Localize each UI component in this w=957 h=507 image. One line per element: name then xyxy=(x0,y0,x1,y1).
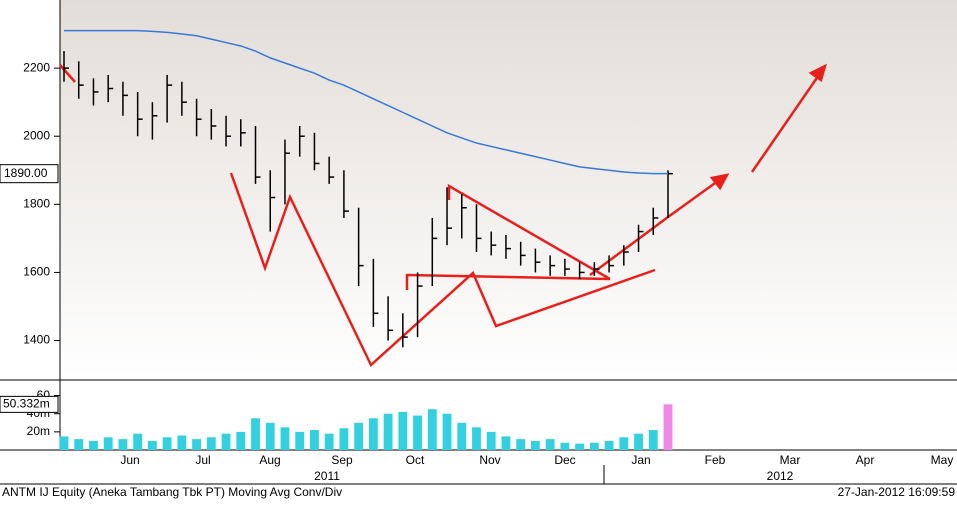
volume-bar xyxy=(324,433,334,450)
volume-bar xyxy=(383,413,393,450)
volume-bar xyxy=(295,431,305,450)
y-tick-label: 2200 xyxy=(23,60,50,74)
volume-bar xyxy=(457,422,467,450)
month-label: Oct xyxy=(406,453,425,467)
month-label: Dec xyxy=(554,453,575,467)
volume-bar xyxy=(354,422,364,450)
month-label: Jun xyxy=(120,453,139,467)
last-volume-label: 50.332m xyxy=(3,397,50,411)
month-label: Jan xyxy=(631,453,650,467)
volume-bar xyxy=(634,433,643,450)
volume-bar xyxy=(516,439,526,450)
volume-bar xyxy=(339,428,349,450)
volume-bar xyxy=(472,427,481,450)
year-label: 2011 xyxy=(314,469,340,483)
last-price-box xyxy=(0,164,59,184)
last-volume-box xyxy=(0,395,59,413)
footer-left: ANTM IJ Equity (Aneka Tambang Tbk PT) Mo… xyxy=(2,485,342,499)
volume-bar xyxy=(619,437,629,450)
month-label: Nov xyxy=(479,453,500,467)
volume-bar xyxy=(177,435,187,450)
volume-bar xyxy=(118,439,128,450)
volume-bar xyxy=(251,418,260,450)
volume-bar xyxy=(501,436,511,450)
volume-bar xyxy=(74,439,84,450)
month-label: Feb xyxy=(705,453,726,467)
volume-bar xyxy=(265,422,275,450)
volume-bar xyxy=(103,437,113,450)
volume-bar xyxy=(310,430,319,450)
volume-bar xyxy=(545,439,555,450)
volume-bar xyxy=(147,440,157,450)
y-tick-label: 1400 xyxy=(23,333,50,347)
volume-bar xyxy=(663,404,673,450)
annotations xyxy=(59,63,827,368)
moving-average xyxy=(64,29,668,175)
volume-bar xyxy=(648,430,658,450)
volume-bar xyxy=(280,427,290,450)
month-label: Aug xyxy=(259,453,280,467)
y-tick-label: 1600 xyxy=(23,265,50,279)
month-label: May xyxy=(931,453,954,467)
month-label: Mar xyxy=(780,453,801,467)
y-tick-label: 1800 xyxy=(23,196,50,210)
month-label: Sep xyxy=(331,453,353,467)
volume-bar xyxy=(192,439,202,450)
year-label: 2012 xyxy=(767,469,794,483)
volume-bar xyxy=(221,433,231,450)
volume-bar xyxy=(589,442,599,450)
volume-bar xyxy=(560,442,570,450)
volume-bar xyxy=(530,440,540,450)
volume-bar xyxy=(427,409,437,450)
y-tick-label: 2000 xyxy=(23,128,50,142)
volume-bar xyxy=(162,437,172,450)
volume-bar xyxy=(236,431,246,450)
month-label: Jul xyxy=(195,453,210,467)
last-price-label: 1890.00 xyxy=(4,166,48,180)
volume-bar xyxy=(398,411,408,450)
volume-bar xyxy=(133,433,143,450)
footer-right: 27-Jan-2012 16:09:59 xyxy=(838,485,956,499)
v-tick-label: 20m xyxy=(27,424,50,438)
volume-bar xyxy=(413,415,422,450)
price-panel xyxy=(60,0,957,378)
volume-bar xyxy=(59,436,69,450)
volume-bar xyxy=(486,431,496,450)
volume-bar xyxy=(442,413,452,450)
month-label: Apr xyxy=(856,453,875,467)
volume-bar xyxy=(206,437,216,450)
volume-bar xyxy=(368,418,378,450)
volume-bar xyxy=(604,440,614,450)
volume-bar xyxy=(575,443,585,450)
volume-bar xyxy=(89,440,98,450)
